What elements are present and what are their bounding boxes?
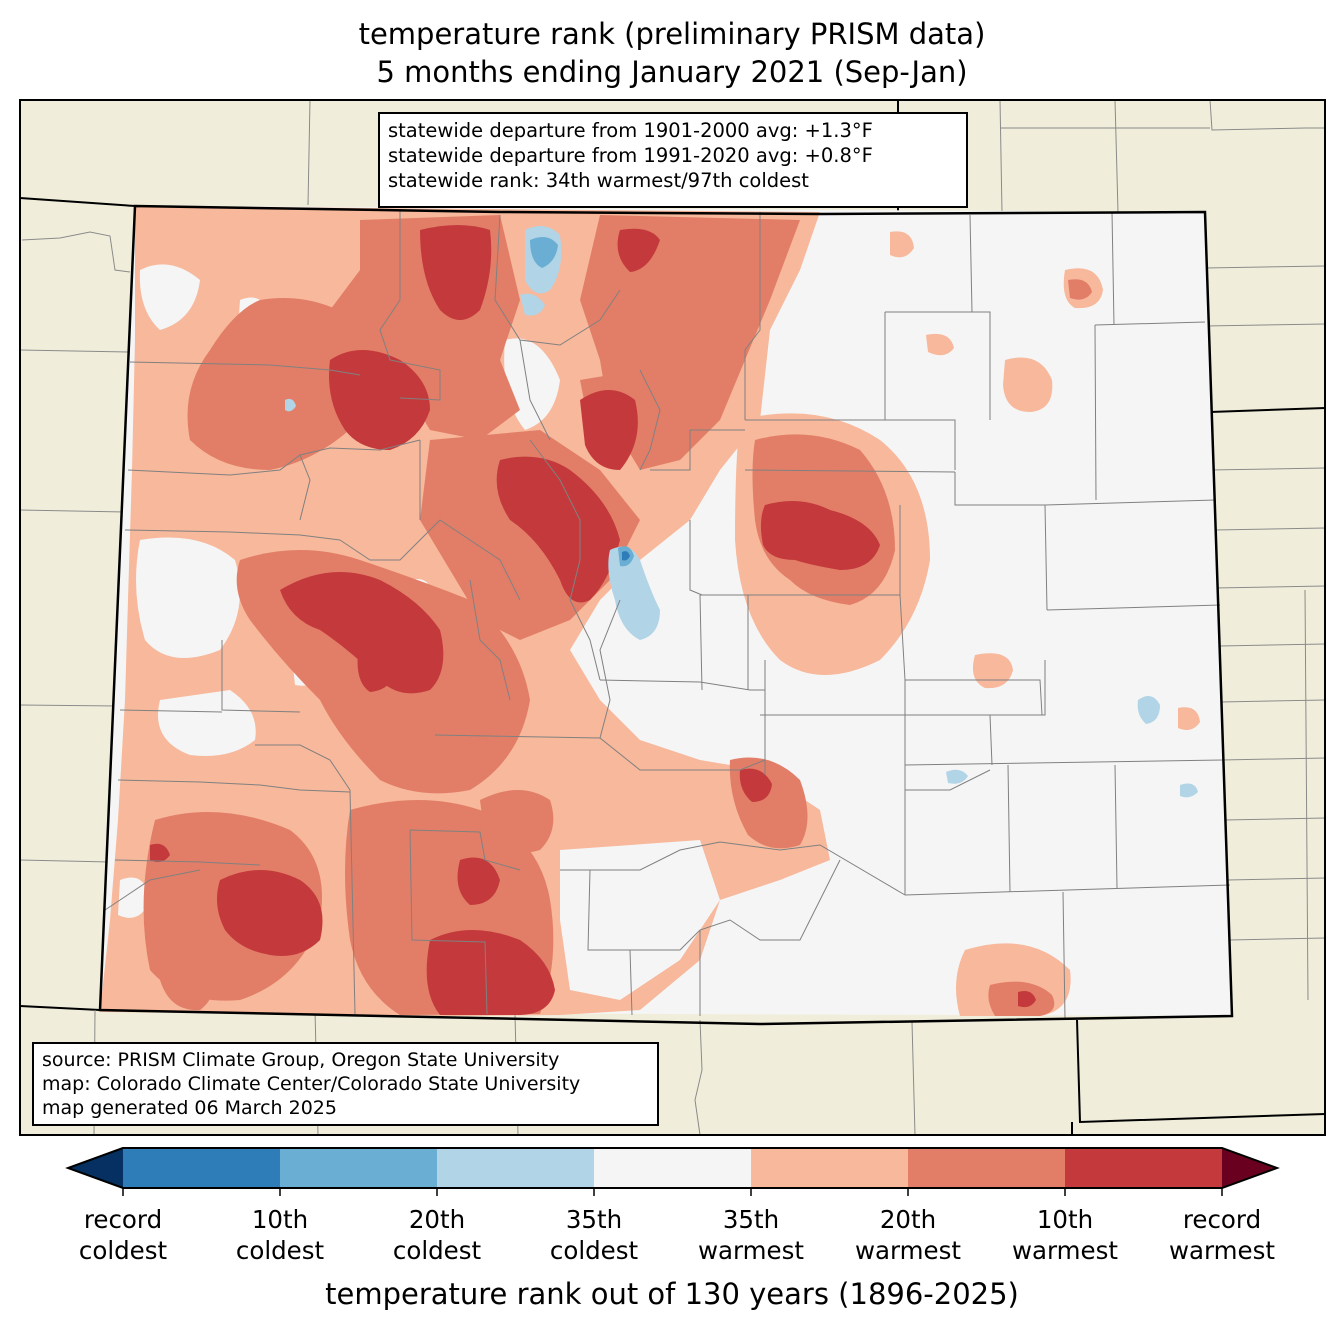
colorbar-tick-label: 35th coldest <box>509 1204 679 1266</box>
tick-label-line2: coldest <box>235 1236 325 1265</box>
tick-label-line1: 20th <box>879 1205 937 1234</box>
tick-label-line2: coldest <box>392 1236 482 1265</box>
source-line: source: PRISM Climate Group, Oregon Stat… <box>42 1049 560 1071</box>
colorbar-extend-cold <box>68 1148 123 1188</box>
colorbar-tick-label: 10th coldest <box>195 1204 365 1266</box>
cold-10-regions <box>622 551 630 561</box>
colorbar-segment <box>908 1148 1065 1188</box>
generated-date-line: map generated 06 March 2025 <box>42 1097 337 1119</box>
tick-label-line2: warmest <box>854 1236 961 1265</box>
map-title: temperature rank (preliminary PRISM data… <box>358 17 986 51</box>
colorbar-tick-label: 20th warmest <box>823 1204 993 1266</box>
tick-label-line2: warmest <box>1011 1236 1118 1265</box>
colorbar-segment <box>751 1148 908 1188</box>
map-frame <box>19 99 1326 1136</box>
tick-label-line2: coldest <box>78 1236 168 1265</box>
tick-label-line2: warmest <box>1168 1236 1275 1265</box>
colorbar <box>65 1147 1280 1196</box>
colorbar-tick-label: record warmest <box>1137 1204 1307 1266</box>
tick-label-line1: 10th <box>1036 1205 1094 1234</box>
source-box: source: PRISM Climate Group, Oregon Stat… <box>32 1042 659 1126</box>
tick-label-line1: record <box>83 1205 163 1234</box>
colorbar-extend-warm <box>1222 1148 1277 1188</box>
colorbar-title: temperature rank out of 130 years (1896-… <box>325 1277 1019 1311</box>
colorbar-tick-label: 10th warmest <box>980 1204 1150 1266</box>
tick-label-line1: 35th <box>722 1205 780 1234</box>
colorado-border <box>98 204 1234 1026</box>
colorbar-tick-label: 35th warmest <box>666 1204 836 1266</box>
colorbar-segment <box>123 1148 280 1188</box>
county-lines <box>104 210 1231 1019</box>
departure-1991-2020: statewide departure from 1991-2020 avg: … <box>388 144 873 167</box>
departure-1901-2000: statewide departure from 1901-2000 avg: … <box>388 119 873 142</box>
map-credit-line: map: Colorado Climate Center/Colorado St… <box>42 1073 581 1095</box>
colorbar-segment <box>594 1148 751 1188</box>
statewide-rank: statewide rank: 34th warmest/97th coldes… <box>388 169 809 192</box>
tick-label-line1: record <box>1182 1205 1262 1234</box>
tick-label-line2: warmest <box>697 1236 804 1265</box>
map-subtitle: 5 months ending January 2021 (Sep-Jan) <box>376 55 968 89</box>
colorbar-segment <box>437 1148 594 1188</box>
colorbar-tick-label: record coldest <box>38 1204 208 1266</box>
tick-label-line2: coldest <box>549 1236 639 1265</box>
statewide-stats-box: statewide departure from 1901-2000 avg: … <box>378 112 968 208</box>
colorbar-segment <box>1065 1148 1222 1188</box>
colorbar-segment <box>280 1148 437 1188</box>
tick-label-line1: 20th <box>408 1205 466 1234</box>
tick-label-line1: 10th <box>251 1205 309 1234</box>
warm-10-regions <box>150 225 1036 1015</box>
colorbar-tick-label: 20th coldest <box>352 1204 522 1266</box>
tick-label-line1: 35th <box>565 1205 623 1234</box>
